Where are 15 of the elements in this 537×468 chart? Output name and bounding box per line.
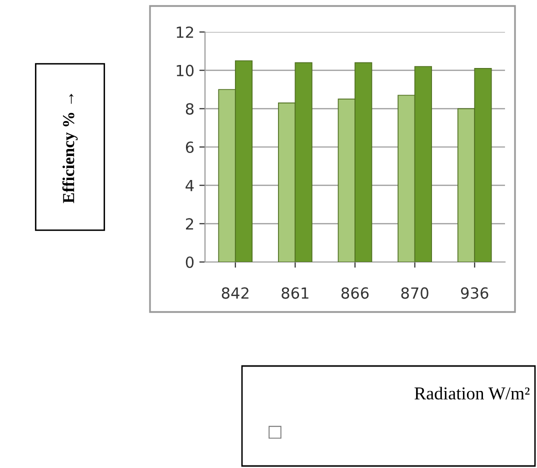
y-tick-label: 2 xyxy=(186,218,194,230)
x-tick-label: 936 xyxy=(461,287,488,299)
text: Efficiency % → xyxy=(62,94,78,204)
x-tick-label: 870 xyxy=(401,287,428,299)
y-tick-label: 6 xyxy=(186,141,194,154)
text: □ xyxy=(268,426,282,439)
y-tick-label: 10 xyxy=(176,64,194,76)
x-tick-label: 861 xyxy=(282,287,308,299)
y-tick-label: 0 xyxy=(186,256,194,268)
y-tick-label: 12 xyxy=(176,26,194,38)
x-tick-label: 842 xyxy=(222,287,248,299)
y-tick-label: 8 xyxy=(186,103,194,115)
text: Radiation W/m² xyxy=(414,386,530,400)
x-tick-label: 866 xyxy=(341,287,369,299)
y-tick-label: 4 xyxy=(186,180,194,192)
